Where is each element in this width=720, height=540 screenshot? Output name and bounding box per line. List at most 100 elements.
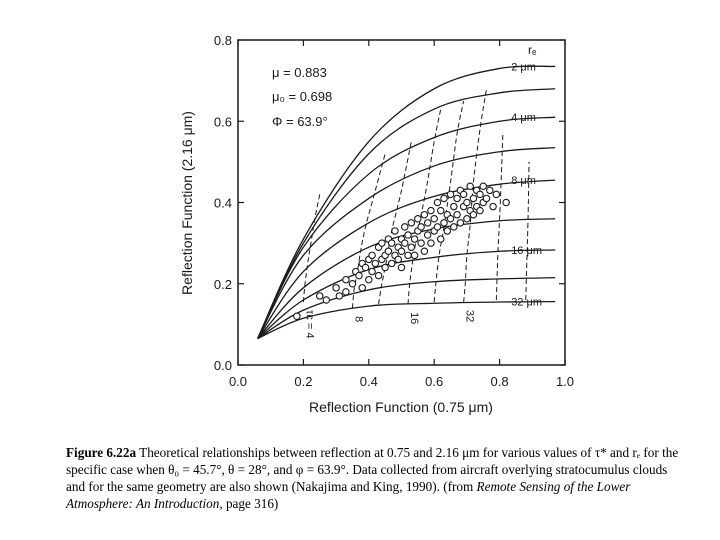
y-tick-label: 0.8 [214, 33, 232, 48]
re-header-label: rₑ [528, 43, 537, 57]
observation-point [469, 194, 478, 203]
observation-point [420, 247, 429, 256]
caption-label: Figure 6.22a [66, 445, 137, 460]
observation-point [368, 267, 376, 276]
tau-line-8 [525, 161, 530, 301]
caption-text-2: , page 316) [219, 496, 279, 511]
observation-point [453, 194, 461, 203]
re-curve-label: 4 μm [511, 112, 536, 124]
re-curve-7 [257, 249, 556, 340]
observation-point [342, 288, 350, 296]
figure-caption: Figure 6.22a Theoretical relationships b… [66, 444, 686, 512]
observation-point [397, 247, 406, 256]
re-curve-label: 32 μm [511, 297, 542, 309]
observation-point [407, 243, 416, 251]
tau-line-1 [302, 194, 321, 303]
observation-point [469, 210, 478, 219]
tau-line-2 [351, 153, 386, 309]
observation-point [358, 284, 367, 292]
re-curve-2 [257, 88, 556, 339]
observation-point [489, 202, 497, 211]
x-tick-label: 1.0 [556, 374, 574, 389]
observation-point [397, 263, 406, 272]
observation-point [414, 215, 422, 223]
annotation-mu0: μ₀ = 0.698 [272, 89, 332, 104]
observation-point [417, 223, 425, 231]
observation-point [453, 210, 461, 219]
observation-point [401, 223, 409, 231]
observation-point [430, 215, 438, 223]
re-curve-8 [257, 277, 556, 340]
observation-point [420, 210, 429, 219]
observation-point [492, 190, 501, 199]
tau-line-6 [463, 88, 488, 303]
observation-point [427, 239, 435, 247]
re-curve-1 [257, 65, 556, 339]
re-curve-5 [257, 179, 556, 339]
observation-point [365, 275, 373, 284]
observation-point [450, 223, 458, 231]
tau-line-label: 8 [352, 316, 364, 322]
re-curve-label: 16 μm [511, 245, 542, 257]
x-tick-label: 0.0 [229, 374, 247, 389]
observation-point [433, 198, 442, 207]
re-curve-label: 2 μm [511, 61, 536, 73]
observation-point [355, 271, 363, 280]
observation-point [417, 239, 425, 247]
observation-point [404, 251, 412, 260]
observation-point [335, 292, 344, 300]
ticks-layer: 0.0 0.2 0.4 0.6 0.8 1.0 0.0 0.2 0.4 0.6 0.8 [214, 33, 574, 389]
observation-point [407, 219, 416, 227]
tau-line-5 [433, 100, 465, 303]
re-curve-6 [257, 218, 556, 340]
observation-point [342, 275, 350, 284]
tau-line-label: τc = 4 [303, 310, 315, 339]
re-curve-4 [257, 147, 556, 339]
observation-point [387, 259, 396, 268]
y-axis-label: Reflection Function (2.16 μm) [179, 111, 195, 295]
observation-point [463, 215, 471, 223]
observation-point [315, 292, 324, 300]
x-tick-label: 0.8 [491, 374, 509, 389]
observation-point [476, 190, 484, 199]
observation-point [450, 202, 458, 211]
tau-line-label: 32 [464, 310, 476, 322]
x-axis-label: Reflection Function (0.75 μm) [309, 399, 493, 415]
annotation-mu: μ = 0.883 [272, 65, 327, 80]
observation-point [436, 235, 445, 243]
observation-point [381, 263, 389, 272]
tau-line-3 [378, 141, 412, 305]
observation-point [479, 182, 487, 191]
x-tick-label: 0.2 [294, 374, 312, 389]
re-curve-label: 8 μm [511, 175, 536, 187]
re-curve-9 [257, 300, 556, 340]
observation-point [404, 231, 412, 239]
observation-point [466, 182, 474, 191]
observation-point [423, 219, 432, 227]
observation-point [401, 239, 409, 247]
observation-point [459, 190, 468, 199]
x-tick-label: 0.4 [360, 374, 378, 389]
observation-point [436, 206, 445, 215]
observation-point [374, 271, 383, 280]
observation-point [423, 231, 432, 239]
observation-point [384, 247, 393, 256]
observation-point [482, 194, 491, 203]
observation-point [440, 219, 448, 227]
re-curve-3 [257, 116, 556, 339]
observation-point [322, 296, 331, 304]
annotation-phi: Φ = 63.9° [272, 114, 328, 129]
tau-line-7 [495, 133, 504, 301]
observation-point [293, 312, 301, 320]
observation-point [371, 259, 380, 268]
observation-point [378, 239, 386, 247]
curves-layer: 2 μm 4 μm 8 μm 16 μm 32 μm τc = 4 8 16 32 [257, 61, 556, 340]
y-tick-label: 0.2 [214, 277, 232, 292]
observation-point [486, 186, 494, 195]
observation-point [391, 227, 399, 235]
observation-point [456, 219, 465, 227]
observation-point [410, 235, 419, 243]
tau-line-4 [407, 108, 442, 305]
observation-point [446, 215, 455, 223]
